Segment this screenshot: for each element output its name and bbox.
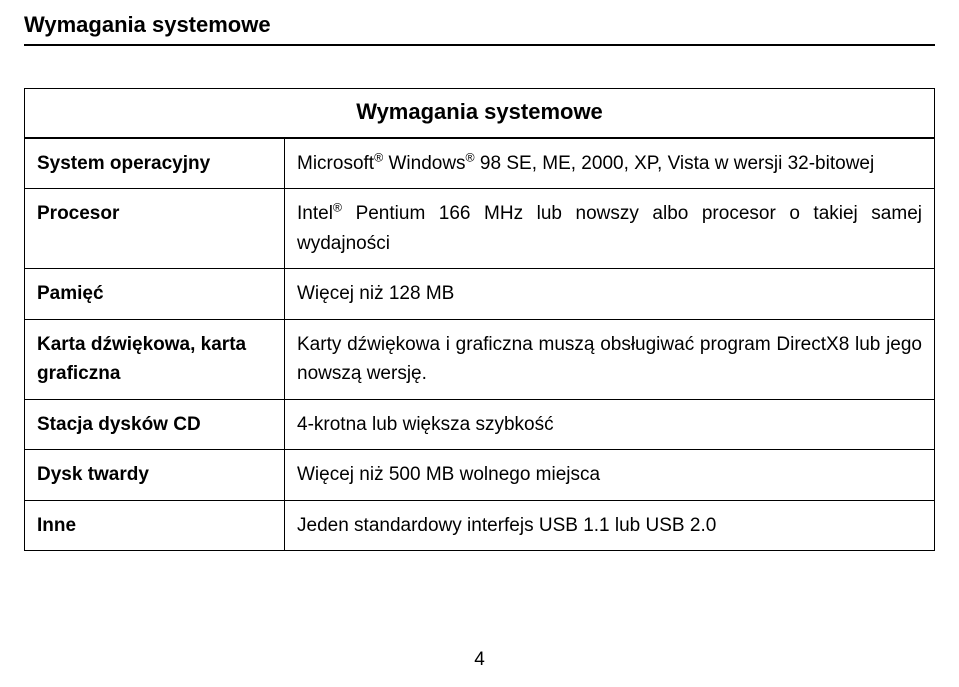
- row-value: Karty dźwiękowa i graficzna muszą obsług…: [285, 319, 935, 399]
- table-row: Karta dźwiękowa, karta graficzna Karty d…: [25, 319, 935, 399]
- row-value: Intel® Pentium 166 MHz lub nowszy albo p…: [285, 189, 935, 269]
- row-label: System operacyjny: [25, 138, 285, 189]
- row-value: Więcej niż 128 MB: [285, 269, 935, 319]
- row-value: Więcej niż 500 MB wolnego miejsca: [285, 450, 935, 500]
- registered-icon: ®: [374, 151, 383, 165]
- section-title: Wymagania systemowe: [24, 12, 935, 46]
- row-value: 4-krotna lub większa szybkość: [285, 399, 935, 449]
- table-row: System operacyjny Microsoft® Windows® 98…: [25, 138, 935, 189]
- table-row: Dysk twardy Więcej niż 500 MB wolnego mi…: [25, 450, 935, 500]
- row-label: Pamięć: [25, 269, 285, 319]
- table-row: Pamięć Więcej niż 128 MB: [25, 269, 935, 319]
- table-row: Stacja dysków CD 4-krotna lub większa sz…: [25, 399, 935, 449]
- row-value: Jeden standardowy interfejs USB 1.1 lub …: [285, 500, 935, 550]
- registered-icon: ®: [333, 201, 342, 215]
- document-page: Wymagania systemowe Wymagania systemowe …: [0, 0, 959, 687]
- row-label: Karta dźwiękowa, karta graficzna: [25, 319, 285, 399]
- table-header: Wymagania systemowe: [25, 89, 935, 139]
- table-row: Inne Jeden standardowy interfejs USB 1.1…: [25, 500, 935, 550]
- row-value: Microsoft® Windows® 98 SE, ME, 2000, XP,…: [285, 138, 935, 189]
- row-label: Procesor: [25, 189, 285, 269]
- row-label: Inne: [25, 500, 285, 550]
- page-number: 4: [0, 649, 959, 671]
- table-row: Procesor Intel® Pentium 166 MHz lub nows…: [25, 189, 935, 269]
- row-label: Stacja dysków CD: [25, 399, 285, 449]
- requirements-table: Wymagania systemowe System operacyjny Mi…: [24, 88, 935, 551]
- row-label: Dysk twardy: [25, 450, 285, 500]
- registered-icon: ®: [466, 151, 475, 165]
